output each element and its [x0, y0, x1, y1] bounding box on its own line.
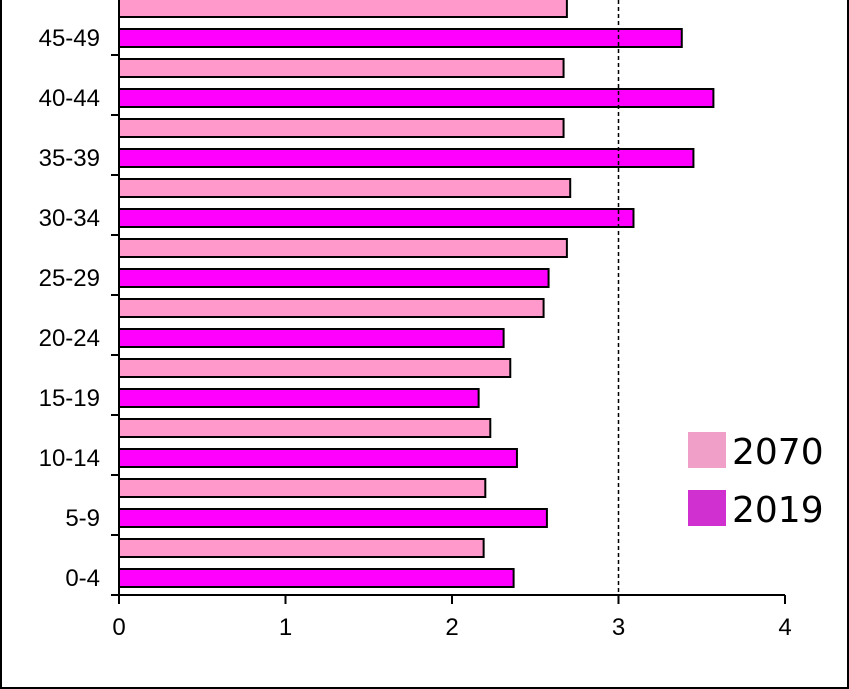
y-tick-label-35-39: 35-39	[39, 145, 100, 172]
y-tick-label-15-19: 15-19	[39, 385, 100, 412]
axes-group: 0 1 2 3 4 0-4 5-9 10-14 15-19 20-24 25-29 30-34 35-3…	[39, 0, 792, 641]
bar-2070-20-24	[118, 298, 545, 318]
y-tick-label-0-4: 0-4	[65, 565, 100, 592]
legend: 2070 2019	[688, 432, 824, 531]
bar-2070-40-44	[118, 58, 565, 78]
bar-2019-35-39	[118, 148, 695, 168]
bar-2070-10-14	[118, 418, 492, 438]
y-tick-label-25-29: 25-29	[39, 265, 100, 292]
y-tick-label-45-49: 45-49	[39, 25, 100, 52]
y-tick-label-30-34: 30-34	[39, 205, 100, 232]
bar-2019-20-24	[118, 328, 505, 348]
y-tick-label-10-14: 10-14	[39, 445, 100, 472]
y-tick-label-40-44: 40-44	[39, 85, 100, 112]
legend-swatch-2070	[688, 432, 726, 468]
x-tick-label-2: 2	[445, 614, 458, 641]
legend-swatch-2019	[688, 490, 726, 526]
bar-2019-5-9	[118, 508, 548, 528]
bar-2019-40-44	[118, 88, 715, 108]
bar-2019-15-19	[118, 388, 480, 408]
bar-2019-10-14	[118, 448, 518, 468]
bar-2070-30-34	[118, 178, 572, 198]
bar-2070-5-9	[118, 478, 487, 498]
x-tick-label-4: 4	[778, 614, 791, 641]
bar-2019-0-4	[118, 568, 515, 588]
bar-2070-25-29	[118, 238, 568, 258]
y-tick-label-5-9: 5-9	[65, 505, 100, 532]
x-tick-label-3: 3	[612, 614, 625, 641]
bar-2070-15-19	[118, 358, 512, 378]
bars-group	[118, 0, 715, 588]
x-tick-label-0: 0	[112, 614, 125, 641]
bar-2019-25-29	[118, 268, 550, 288]
y-tick-label-20-24: 20-24	[39, 325, 100, 352]
bar-2070-45-49	[118, 0, 568, 18]
bar-2070-35-39	[118, 118, 565, 138]
x-tick-label-1: 1	[279, 614, 292, 641]
legend-label-2070: 2070	[732, 432, 824, 473]
bar-2070-0-4	[118, 538, 485, 558]
bar-2019-45-49	[118, 28, 683, 48]
legend-label-2019: 2019	[732, 490, 824, 531]
bar-2019-30-34	[118, 208, 635, 228]
